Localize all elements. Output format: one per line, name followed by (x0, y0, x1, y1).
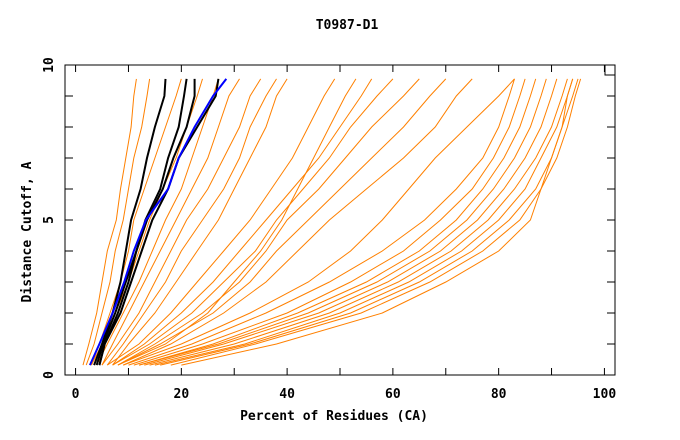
model-line (117, 78, 447, 366)
x-tick-label: 0 (72, 387, 80, 402)
y-tick-label: 10 (42, 57, 57, 73)
x-tick-labels: 0 20 40 60 80 100 (72, 387, 617, 402)
y-tick-labels: 0 5 10 (42, 57, 57, 379)
model-line (138, 78, 537, 366)
model-line (128, 78, 515, 366)
model-line (90, 78, 182, 366)
model-line (117, 78, 420, 366)
model-line (85, 78, 151, 366)
blue-highlight-line (88, 78, 228, 366)
y-axis-label: Distance Cutoff, A (20, 161, 35, 302)
model-line (133, 78, 526, 366)
x-tick-label: 40 (279, 387, 295, 402)
model-line (112, 78, 394, 366)
x-tick-label: 60 (385, 387, 401, 402)
axis-ticks (65, 64, 615, 376)
model-line (101, 78, 262, 366)
corner-box (604, 64, 616, 76)
model-line (122, 78, 473, 366)
model-line (123, 78, 515, 366)
x-tick-label: 80 (491, 387, 507, 402)
model-line (117, 78, 357, 366)
x-axis-label: Percent of Residues (CA) (240, 409, 428, 424)
model-line (149, 78, 568, 366)
model-line (181, 78, 574, 366)
model-line (106, 78, 277, 366)
chart-title: T0987-D1 (316, 18, 379, 33)
model-line (82, 78, 137, 366)
model-line (112, 78, 288, 366)
model-line (112, 78, 373, 366)
model-line (96, 78, 219, 366)
model-line (138, 78, 547, 366)
model-line (154, 78, 574, 366)
model-line (144, 78, 558, 366)
series-lines (82, 78, 582, 366)
model-line (107, 78, 336, 366)
x-tick-label: 20 (174, 387, 190, 402)
model-line (170, 78, 582, 366)
model-line (160, 78, 579, 366)
model-line (101, 78, 240, 366)
black-highlight-line (93, 78, 167, 366)
x-tick-label: 100 (593, 387, 617, 402)
y-tick-label: 5 (42, 216, 57, 224)
y-tick-label: 0 (42, 371, 57, 379)
black-highlight-line (98, 78, 220, 366)
